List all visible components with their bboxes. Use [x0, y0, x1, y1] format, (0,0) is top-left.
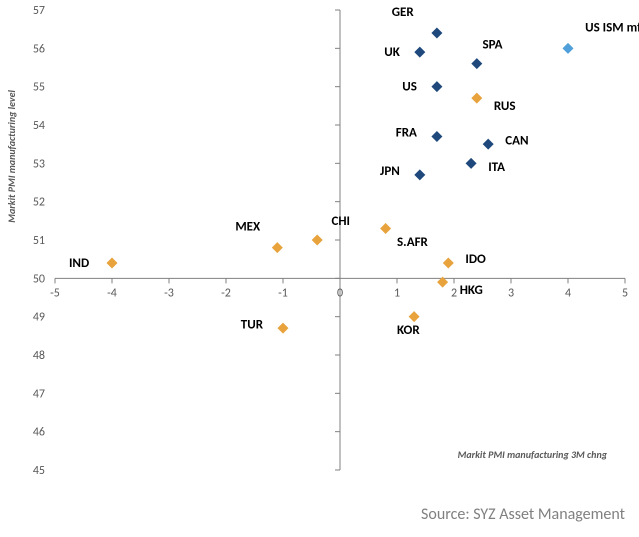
x-axis-title: Markit PMI manufacturing 3M chng	[458, 448, 608, 461]
x-tick-label: -2	[221, 286, 231, 300]
point-label-mex: MEX	[235, 220, 261, 235]
y-tick-label: 49	[33, 311, 45, 325]
point-us-ism-mfg	[563, 43, 574, 54]
point-kor	[409, 311, 420, 322]
point-label-rus: RUS	[494, 99, 516, 114]
point-label-fra: FRA	[396, 126, 417, 141]
y-axis-title: Markit PMI manufacturing level	[5, 89, 18, 222]
source-text: Source: SYZ Asset Management	[421, 505, 626, 524]
x-tick-label: 5	[622, 286, 628, 300]
y-tick-label: 50	[33, 272, 45, 286]
x-tick-label: -4	[107, 286, 117, 300]
point-label-us: US	[402, 80, 417, 95]
x-tick-label: -1	[278, 286, 288, 300]
x-tick-label: 0	[337, 286, 343, 300]
point-s-afr	[380, 223, 391, 234]
point-jpn	[414, 169, 425, 180]
point-label-ger: GER	[392, 5, 415, 20]
x-tick-label: -3	[164, 286, 174, 300]
point-label-chi: CHI	[331, 214, 350, 229]
x-tick-label: 2	[451, 286, 457, 300]
point-tur	[278, 323, 289, 334]
point-label-can: CAN	[505, 133, 528, 148]
x-tick-label: 3	[508, 286, 514, 300]
point-mex	[272, 242, 283, 253]
y-tick-label: 45	[33, 464, 45, 478]
point-label-ind: IND	[69, 256, 89, 271]
x-tick-label: -5	[50, 286, 60, 300]
y-tick-label: 55	[33, 81, 45, 95]
point-label-jpn: JPN	[380, 164, 400, 179]
point-rus	[471, 93, 482, 104]
point-label-kor: KOR	[397, 323, 420, 338]
point-ger	[431, 28, 442, 39]
point-label-tur: TUR	[241, 317, 264, 332]
pmi-scatter-chart: -5-4-3-2-1012345454647484950515253545556…	[0, 0, 639, 537]
y-tick-label: 51	[33, 234, 45, 248]
point-fra	[431, 131, 442, 142]
point-chi	[312, 235, 323, 246]
point-label-hkg: HKG	[460, 283, 483, 298]
y-tick-label: 53	[33, 157, 45, 171]
y-tick-label: 47	[33, 387, 45, 401]
point-spa	[471, 58, 482, 69]
y-tick-label: 57	[33, 4, 45, 18]
x-tick-label: 1	[394, 286, 400, 300]
chart-svg: -5-4-3-2-1012345454647484950515253545556…	[0, 0, 639, 537]
point-label-uk: UK	[384, 45, 400, 60]
y-tick-label: 46	[33, 426, 45, 440]
point-ido	[443, 258, 454, 269]
x-tick-label: 4	[565, 286, 571, 300]
point-ind	[107, 258, 118, 269]
point-label-spa: SPA	[483, 38, 503, 53]
point-label-ita: ITA	[488, 160, 505, 175]
y-tick-label: 54	[33, 119, 45, 133]
point-label-ido: IDO	[465, 252, 486, 267]
point-ita	[466, 158, 477, 169]
point-can	[483, 139, 494, 150]
y-tick-label: 48	[33, 349, 45, 363]
point-uk	[414, 47, 425, 58]
y-tick-label: 52	[33, 196, 45, 210]
point-label-s-afr: S.AFR	[397, 235, 429, 250]
point-us	[431, 81, 442, 92]
y-tick-label: 56	[33, 42, 45, 56]
point-label-us-ism-mfg: US ISM mfg	[585, 20, 639, 35]
